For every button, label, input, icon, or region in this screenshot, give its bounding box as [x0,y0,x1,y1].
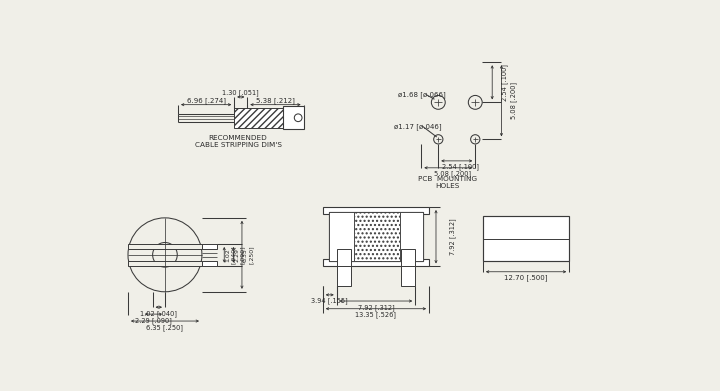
Bar [400,212,423,261]
Text: 2.29
[.090]: 2.29 [.090] [234,246,245,264]
Bar [337,266,351,285]
Text: 13.35 [.526]: 13.35 [.526] [356,312,397,318]
Text: 1.02
[.040]: 1.02 [.040] [225,246,236,264]
Bar [128,244,202,249]
Bar [128,261,202,265]
Bar [337,249,351,266]
Text: 6.96 [.274]: 6.96 [.274] [186,97,225,104]
Text: HOLES: HOLES [436,183,460,188]
Bar [483,216,570,261]
Bar [283,106,304,129]
Text: 7.92 [.312]: 7.92 [.312] [449,218,456,255]
Text: 1.02 [.040]: 1.02 [.040] [140,310,177,317]
Text: 6.35
[.250]: 6.35 [.250] [243,246,253,264]
Bar [202,261,217,265]
Text: 2.54 [.100]: 2.54 [.100] [501,64,508,101]
Bar [400,266,415,285]
Text: ø1.68 [ø.066]: ø1.68 [ø.066] [398,91,446,98]
Text: 12.70 [.500]: 12.70 [.500] [504,274,548,281]
Text: 1.30 [.051]: 1.30 [.051] [222,90,259,97]
Bar [323,260,429,266]
Text: 6.35 [.250]: 6.35 [.250] [146,324,184,330]
Bar [202,244,217,249]
Bar [323,207,429,214]
Bar [400,249,415,266]
Text: PCB  MOUNTING: PCB MOUNTING [418,176,477,182]
Text: ø1.17 [ø.046]: ø1.17 [ø.046] [395,123,442,129]
Bar [234,108,283,128]
Bar [329,212,423,261]
Text: 5.38 [.212]: 5.38 [.212] [256,97,295,104]
Bar [329,212,354,261]
Text: CABLE STRIPPING DIM'S: CABLE STRIPPING DIM'S [194,142,282,148]
Text: 2.54 [.100]: 2.54 [.100] [442,163,479,170]
Text: RECOMMENDED: RECOMMENDED [209,135,267,141]
Text: 7.92 [.312]: 7.92 [.312] [358,304,395,310]
Text: 3.94 [.155]: 3.94 [.155] [311,298,348,305]
Bar [354,212,400,261]
Text: 5.08 [.200]: 5.08 [.200] [510,82,517,119]
Text: 2.29 [.090]: 2.29 [.090] [135,317,172,324]
Text: 5.08 [.200]: 5.08 [.200] [433,170,471,177]
